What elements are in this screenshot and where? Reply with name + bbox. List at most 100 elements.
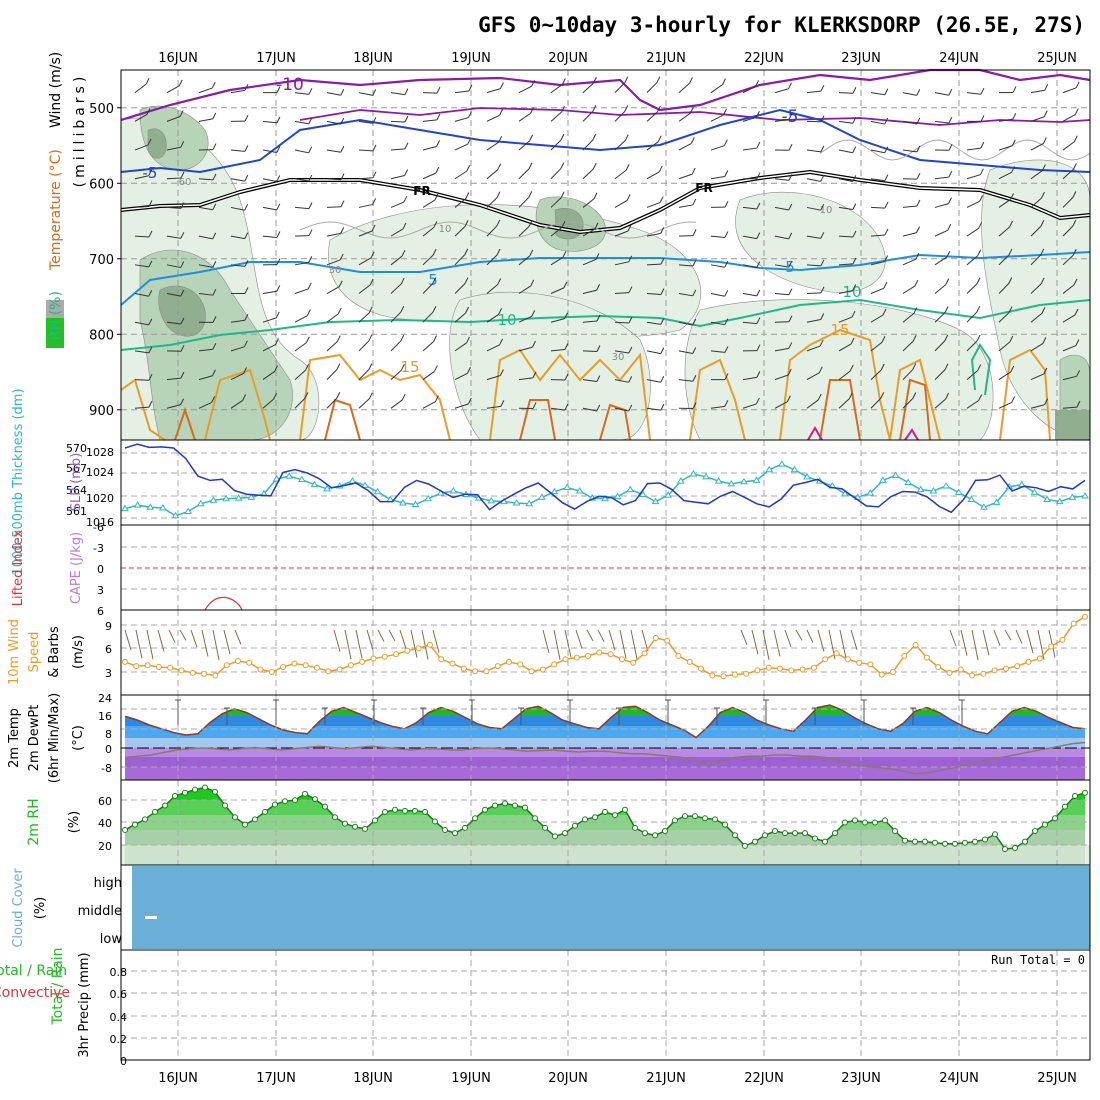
wind-barb: [422, 248, 437, 266]
rh2m-line-point: [262, 808, 268, 815]
temperature-contour-5: [120, 251, 1091, 306]
wind-barb: [614, 376, 633, 383]
wind-barb: [934, 197, 952, 208]
wind-barb: [390, 393, 406, 409]
wind-barb: [966, 141, 985, 151]
precip-tick: 0.8: [110, 966, 128, 979]
precip-tick: 0: [120, 1055, 127, 1068]
wind-barb: [806, 84, 825, 94]
wind-barb: [582, 162, 597, 180]
thickness-line-point: [1068, 493, 1077, 500]
wind-barb: [838, 203, 857, 211]
wind10m-line-point: [686, 658, 693, 665]
wind-barb: [678, 167, 696, 180]
wind-barb: [486, 109, 504, 122]
rh-shading: [147, 128, 167, 159]
wind-barb: [870, 255, 889, 266]
top-day-label: 18JUN: [353, 51, 393, 66]
wind-barb: [1030, 367, 1048, 381]
wind-barb: [422, 335, 437, 352]
wind-barb: [838, 364, 854, 380]
wind-barb: [390, 334, 405, 352]
rh-shading: [735, 191, 886, 293]
thickness-line-point: [184, 507, 193, 515]
wind-barb: [742, 80, 760, 94]
wind-barb: [358, 198, 377, 208]
wind-tick: 6: [105, 643, 112, 656]
wind-barb: [134, 260, 153, 268]
wind-barb: [1062, 135, 1078, 151]
bottom-day-label: 25JUN: [1037, 1071, 1077, 1086]
bottom-day-label: 19JUN: [451, 1071, 491, 1086]
thickness-line-point: [891, 471, 900, 478]
temperature-contour-20: [899, 378, 931, 441]
rh2m-line-point: [652, 832, 658, 839]
wind-barb: [646, 347, 665, 355]
wind-barb: [262, 203, 281, 211]
wind-barb: [1062, 339, 1080, 352]
wind-barb: [966, 87, 985, 95]
cloud-level-label: low: [100, 932, 123, 947]
wind-barb: [166, 232, 185, 239]
wind-barb: [518, 191, 533, 208]
wind-barb: [678, 375, 697, 382]
wind-barb: [710, 346, 729, 353]
wind10m-line-point: [743, 670, 750, 677]
wind-barb: [166, 141, 185, 151]
wind-barb: [1030, 83, 1049, 94]
rh2m-line-point: [452, 830, 458, 837]
wind10m-barb: [960, 629, 968, 656]
wind10m-barb: [586, 629, 594, 642]
wind-barb: [902, 117, 921, 125]
rh2m-line-point: [852, 817, 858, 824]
rh2m-line-point: [812, 835, 818, 842]
thickness-line-point: [664, 491, 673, 498]
rh2m-line-point: [992, 831, 998, 838]
cape-tick: 0: [97, 563, 104, 576]
wind-barb: [230, 367, 248, 381]
wind-barb: [454, 84, 473, 94]
wind10m-line-point: [1082, 613, 1088, 620]
rh2m-line-point: [712, 816, 718, 823]
wind10m-barb: [1026, 629, 1034, 654]
thickness-line-point: [373, 487, 382, 495]
temperature-contour-15: [689, 358, 746, 441]
wind-barb: [582, 77, 597, 94]
rh2m-line-point: [942, 840, 948, 847]
wind-barb: [934, 306, 949, 323]
wind-barb: [294, 202, 313, 210]
rh2m-line-point: [862, 819, 868, 826]
temperature-contour-20: [599, 403, 631, 441]
wind10m-barb: [575, 629, 583, 649]
cloud-cover-fill: [132, 866, 1090, 949]
wind-barb: [1062, 81, 1080, 94]
wind10m-line-point: [494, 663, 501, 670]
rh-shading: [328, 204, 701, 338]
wind-barb: [230, 260, 249, 267]
wind10m-barb: [619, 629, 627, 659]
thickness-line-point: [626, 485, 635, 493]
rh-shading: [158, 285, 206, 337]
wind-barb: [390, 363, 405, 380]
wind-barb: [902, 199, 921, 208]
thickness-line-point: [209, 496, 218, 503]
wind-barb: [294, 88, 313, 95]
wind-barb: [294, 336, 310, 352]
rh2m-line-point: [962, 839, 968, 846]
wind10m-line-point: [709, 672, 716, 679]
wind-barb: [646, 318, 665, 325]
wind-barb: [198, 342, 217, 352]
wind-barb: [390, 305, 405, 323]
rh2m-line-point: [152, 808, 158, 815]
wind-barb: [806, 339, 824, 352]
wind-barb: [230, 114, 249, 122]
thickness-tick: 561: [66, 505, 87, 518]
wind-barb: [934, 116, 953, 124]
wind-barb: [1062, 370, 1081, 381]
wind-barb: [614, 76, 629, 94]
wind-barb: [806, 393, 822, 409]
wind-barb: [614, 316, 633, 324]
thickness-line-point: [714, 477, 723, 484]
rh2m-line-point: [502, 800, 508, 807]
wind10m-line-point: [720, 673, 727, 680]
